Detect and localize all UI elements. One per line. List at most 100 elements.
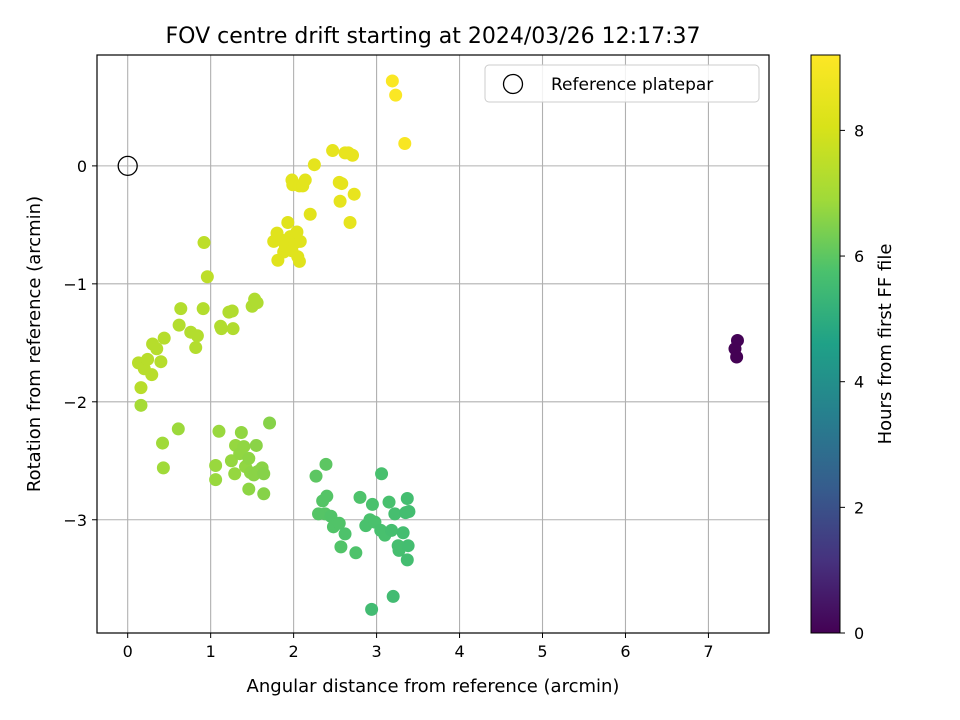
data-point [400,553,414,567]
data-point [385,74,399,88]
legend: Reference platepar [484,64,760,103]
data-point [402,505,416,519]
data-point [400,492,414,506]
x-tick-label: 7 [703,642,713,661]
plot-frame [96,54,770,634]
legend-entry-reference: Reference platepar [551,75,713,95]
data-point [312,507,326,521]
data-point [401,539,415,553]
data-point [353,490,367,504]
data-point [263,416,277,430]
x-axis-ticks: 0 1 2 3 4 5 6 7 [123,633,714,661]
y-axis-ticks: −3 −2 −1 0 [63,157,97,530]
data-point [150,342,164,356]
data-point [347,187,361,201]
data-point [134,398,148,412]
data-point [225,304,239,318]
data-point [309,469,323,483]
grid [97,55,769,633]
data-point [156,436,170,450]
data-point [196,302,210,316]
x-tick-label: 0 [123,642,133,661]
y-tick-label: 0 [77,157,87,176]
data-point [303,207,317,221]
data-point [189,341,203,355]
data-point [174,302,188,316]
data-point [365,497,379,511]
data-point [338,527,352,541]
reference-marker-layer [117,155,138,177]
data-point [172,318,186,332]
legend-box [484,64,760,103]
data-point [154,355,168,369]
legend-marker-reference [502,73,524,95]
data-point [214,322,228,336]
data-point [349,546,363,560]
data-point [375,467,389,481]
data-point [326,144,340,158]
x-tick-label: 3 [371,642,381,661]
colorbar-tick-label: 0 [854,624,864,643]
data-point [257,487,271,501]
data-point [141,352,155,366]
colorbar-tick-label: 4 [854,373,864,392]
data-point [212,424,226,438]
data-point [292,254,306,268]
data-point [242,482,256,496]
data-point [346,148,360,162]
chart-title: FOV centre drift starting at 2024/03/26 … [166,24,701,49]
x-tick-label: 2 [289,642,299,661]
data-point [145,368,159,382]
colorbar-tick-label: 6 [854,247,864,266]
colorbar-tick-label: 8 [854,121,864,140]
x-tick-label: 4 [454,642,464,661]
data-point [730,350,744,364]
data-point [171,422,185,436]
data-point [242,451,256,465]
data-point [335,177,349,191]
data-point [382,495,396,509]
colorbar [810,54,841,634]
colorbar-ticks: 0 2 4 6 8 [840,121,864,643]
data-point [281,216,295,230]
y-tick-label: −1 [63,275,87,294]
data-point [226,322,240,336]
data-point [334,540,348,554]
data-point [320,489,334,503]
data-point [234,425,248,439]
data-point [190,329,204,343]
x-tick-label: 5 [537,642,547,661]
data-point [257,467,271,481]
data-point [389,88,403,102]
data-point [319,457,333,471]
data-point [200,270,214,284]
data-point [156,461,170,475]
data-point [332,516,346,530]
data-point [388,507,402,521]
data-point [237,440,251,454]
data-point [209,473,223,487]
y-tick-label: −2 [63,393,87,412]
data-point [298,173,312,187]
colorbar-tick-label: 2 [854,498,864,517]
data-point [197,236,211,250]
x-tick-label: 6 [620,642,630,661]
data-point [333,194,347,208]
data-point [307,158,321,172]
data-point [290,225,304,239]
data-point [134,381,148,395]
data-point [343,216,357,230]
x-tick-label: 1 [206,642,216,661]
plot-area [97,55,769,633]
data-point [385,523,399,537]
colorbar-title: Hours from first FF file [875,244,896,445]
data-point [386,589,400,603]
data-point [157,331,171,345]
y-axis-title: Rotation from reference (arcmin) [24,196,45,492]
data-points [131,74,744,616]
data-point [250,296,264,310]
data-point [209,458,223,472]
x-axis-title: Angular distance from reference (arcmin) [247,676,620,697]
data-point [365,602,379,616]
